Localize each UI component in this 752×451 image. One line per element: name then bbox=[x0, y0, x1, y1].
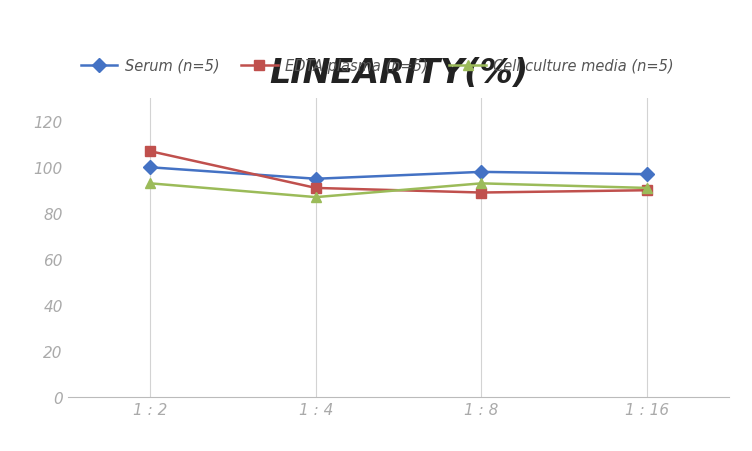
Cell culture media (n=5) bbox=[642, 186, 651, 191]
Line: Cell culture media (n=5): Cell culture media (n=5) bbox=[146, 179, 651, 202]
EDTA plasma (n=5) bbox=[146, 149, 155, 155]
Serum (n=5) bbox=[642, 172, 651, 178]
Title: LINEARITY(%): LINEARITY(%) bbox=[269, 57, 528, 90]
Line: EDTA plasma (n=5): EDTA plasma (n=5) bbox=[146, 147, 651, 198]
Serum (n=5) bbox=[311, 177, 320, 182]
Legend: Serum (n=5), EDTA plasma (n=5), Cell culture media (n=5): Serum (n=5), EDTA plasma (n=5), Cell cul… bbox=[75, 53, 680, 79]
Cell culture media (n=5) bbox=[477, 181, 486, 187]
EDTA plasma (n=5) bbox=[477, 190, 486, 196]
EDTA plasma (n=5) bbox=[311, 186, 320, 191]
Serum (n=5) bbox=[477, 170, 486, 175]
EDTA plasma (n=5) bbox=[642, 188, 651, 193]
Cell culture media (n=5) bbox=[311, 195, 320, 200]
Serum (n=5) bbox=[146, 165, 155, 170]
Cell culture media (n=5) bbox=[146, 181, 155, 187]
Line: Serum (n=5): Serum (n=5) bbox=[146, 163, 651, 184]
